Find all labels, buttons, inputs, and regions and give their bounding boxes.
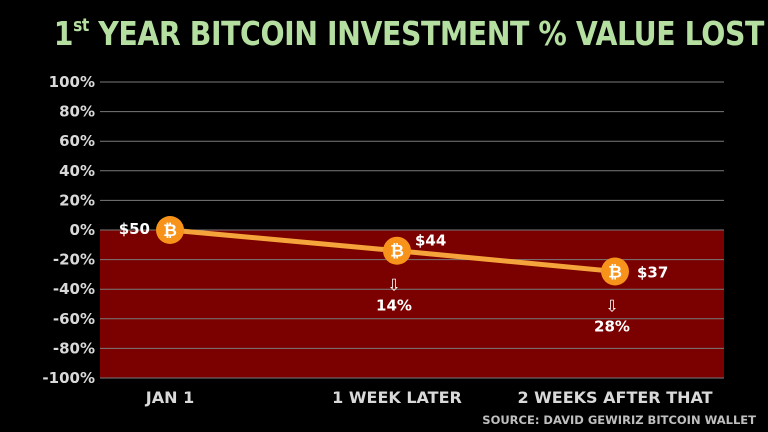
y-tick-label: 100% [49, 73, 95, 91]
loss-label: 28% [594, 317, 630, 335]
title-superscript: st [73, 15, 89, 36]
loss-region [100, 230, 724, 378]
data-label: $50 [119, 220, 150, 238]
y-tick-label: -60% [53, 310, 95, 328]
bitcoin-coin-icon [601, 257, 629, 286]
bitcoin-coin-icon [156, 216, 184, 244]
data-label: $37 [637, 263, 668, 281]
x-category-label: JAN 1 [145, 388, 194, 407]
y-tick-label: 40% [59, 162, 95, 180]
x-category-label: 1 WEEK LATER [332, 388, 462, 407]
bitcoin-symbol: ₿ [163, 221, 177, 241]
bitcoin-symbol: ₿ [390, 242, 404, 262]
bitcoin-coin-icon [383, 236, 411, 265]
title-main: YEAR BITCOIN INVESTMENT % VALUE LOST [98, 14, 764, 53]
y-tick-label: -20% [53, 251, 95, 269]
bitcoin-symbol: ₿ [608, 262, 622, 282]
down-arrow-icon: ⇩ [387, 276, 400, 295]
x-category-label: 2 WEEKS AFTER THAT [517, 388, 712, 407]
y-tick-label: -40% [53, 280, 95, 298]
title-prefix: 1 [53, 14, 74, 53]
y-tick-label: -80% [53, 339, 95, 357]
down-arrow-icon: ⇩ [605, 296, 618, 315]
y-tick-label: 80% [59, 103, 95, 121]
y-tick-label: -100% [42, 369, 95, 387]
chart-title: 1st YEAR BITCOIN INVESTMENT % VALUE LOST [53, 14, 765, 53]
data-label: $44 [415, 232, 446, 250]
y-tick-label: 20% [59, 191, 95, 209]
y-tick-label: 60% [59, 132, 95, 150]
y-tick-label: 0% [70, 221, 95, 239]
source-note: SOURCE: DAVID GEWIRIZ BITCOIN WALLET [482, 413, 756, 427]
loss-label: 14% [376, 297, 412, 315]
